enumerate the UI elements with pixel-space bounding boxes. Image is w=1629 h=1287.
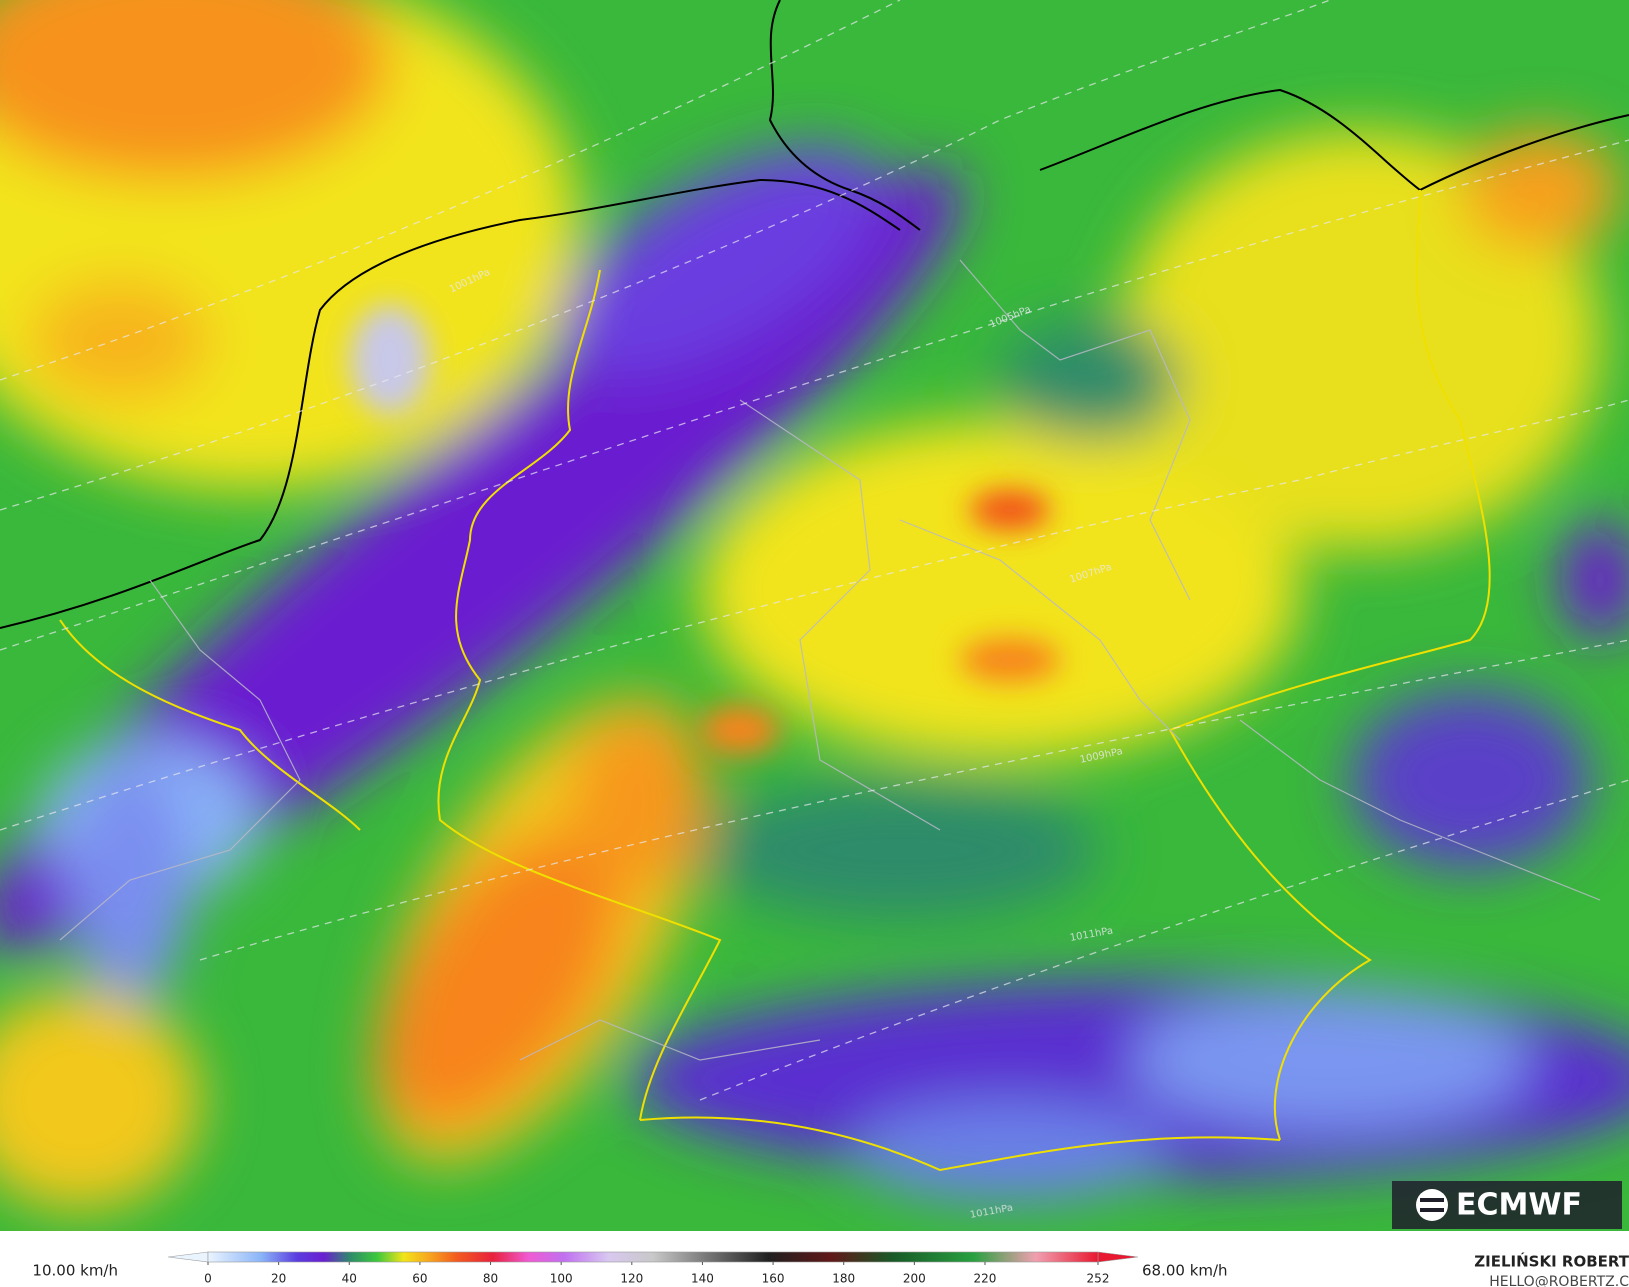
colorbar-tick-label: 60 <box>412 1272 427 1286</box>
colorbar-tick-label: 140 <box>691 1272 714 1286</box>
colorbar-tick-label: 80 <box>483 1272 498 1286</box>
colorbar-tick-label: 252 <box>1087 1272 1110 1286</box>
isobar-lines <box>0 0 1629 1101</box>
coastline <box>0 0 1629 629</box>
credit-email: HELLO@ROBERTZ.CO <box>1489 1274 1629 1287</box>
logo-text: ECMWF <box>1456 1188 1582 1223</box>
colorbar-tick-label: 200 <box>903 1272 926 1286</box>
country-border <box>59 189 1491 1172</box>
legend-max-label: 68.00 km/h <box>1142 1262 1228 1280</box>
region-borders <box>59 259 1601 1061</box>
credit-name: ZIELIŃSKI ROBERT <box>1474 1252 1629 1271</box>
colorbar-tick-label: 20 <box>271 1272 286 1286</box>
logo-icon-lines <box>1420 1198 1444 1212</box>
colorbar-tick-label: 40 <box>342 1272 357 1286</box>
colorbar: 0 20 40 60 80 100 120 140 160 180 200 220 252 <box>167 1251 1139 1286</box>
wind-field: 1001hPa1005hPa1007hPa1009hPa1011hPa1011h… <box>0 0 1629 1231</box>
colorbar-tick-label: 0 <box>204 1272 212 1286</box>
colorbar-tick-label: 220 <box>974 1272 997 1286</box>
colorbar-tick-label: 100 <box>550 1272 573 1286</box>
colorbar-tick-label: 160 <box>762 1272 785 1286</box>
logo-icon <box>1416 1189 1448 1221</box>
colorbar-bar <box>207 1251 1099 1263</box>
colorbar-tick-label: 120 <box>620 1272 643 1286</box>
colorbar-tick-label: 180 <box>832 1272 855 1286</box>
legend-min-label: 10.00 km/h <box>32 1262 118 1280</box>
